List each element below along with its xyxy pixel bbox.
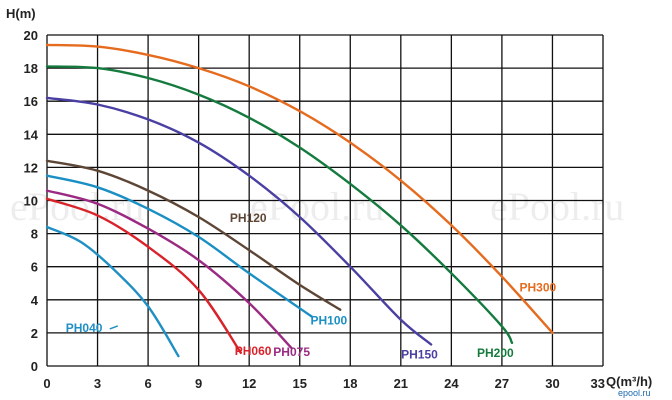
- series-label-ph040: PH040: [66, 321, 103, 335]
- y-tick-label: 8: [31, 227, 38, 242]
- y-tick-label: 10: [24, 194, 38, 209]
- watermark-right: ePool.ru: [490, 184, 624, 229]
- x-tick-label: 6: [144, 376, 151, 391]
- x-tick-label: 3: [94, 376, 101, 391]
- series-line-ph120: [45, 159, 342, 311]
- series-leader-ph040: [109, 325, 119, 330]
- y-tick-label: 16: [24, 94, 38, 109]
- series-label-ph060: PH060: [235, 344, 272, 358]
- series-labels: PH040 PH060 PH075 PH100 PH120 PH150 PH200 PH300: [66, 211, 557, 361]
- series-label-ph100: PH100: [311, 313, 348, 327]
- series-line-ph075: [45, 189, 293, 349]
- watermark-center: ePool.ru: [250, 184, 384, 229]
- y-tick-label: 0: [31, 359, 38, 374]
- y-axis-label: H(m): [6, 6, 36, 21]
- series-line-ph150: [45, 96, 433, 346]
- credit-watermark: epool.ru: [618, 388, 651, 398]
- y-tick-label: 2: [31, 326, 38, 341]
- y-tick-label: 12: [24, 160, 38, 175]
- series-label-ph300: PH300: [519, 281, 556, 295]
- series-label-ph075: PH075: [273, 345, 310, 359]
- x-tick-label: 27: [495, 376, 509, 391]
- x-tick-label: 33: [591, 376, 605, 391]
- series-label-ph150: PH150: [401, 347, 438, 361]
- series-lines: [45, 43, 554, 358]
- x-axis-label: Q(m³/h): [606, 374, 652, 389]
- x-tick-label: 15: [292, 376, 306, 391]
- x-tick-label: 18: [343, 376, 357, 391]
- series-line-ph040: [45, 225, 180, 358]
- y-tick-label: 18: [24, 61, 38, 76]
- series-line-ph100: [45, 174, 313, 318]
- x-tick-label: 9: [195, 376, 202, 391]
- x-tick-label: 12: [242, 376, 256, 391]
- x-tick-label: 30: [545, 376, 559, 391]
- y-tick-label: 6: [31, 260, 38, 275]
- grid: [46, 34, 604, 367]
- series-label-ph120: PH120: [230, 211, 267, 225]
- y-tick-label: 20: [24, 28, 38, 43]
- series-line-ph060: [45, 197, 242, 354]
- y-tick-label: 4: [31, 293, 39, 308]
- x-tick-label: 21: [394, 376, 408, 391]
- y-tick-label: 14: [24, 127, 39, 142]
- x-tick-label: 24: [444, 376, 459, 391]
- series-line-ph300: [45, 43, 554, 335]
- x-tick-label: 0: [43, 376, 50, 391]
- series-label-ph200: PH200: [477, 346, 514, 360]
- series-line-ph200: [45, 65, 514, 344]
